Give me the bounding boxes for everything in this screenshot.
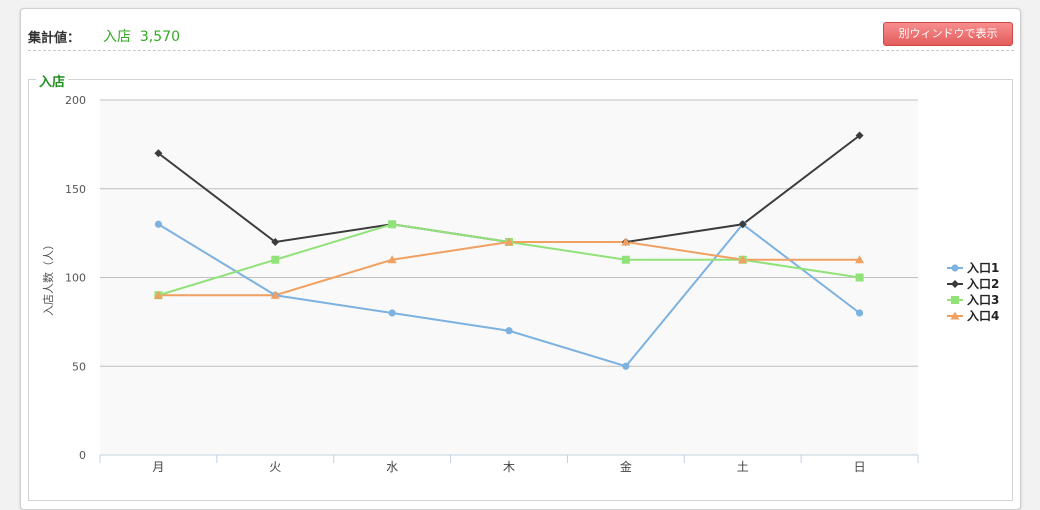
legend-marker [951, 296, 959, 304]
summary-bar: 集計値： 入店 3,570 [28, 24, 1014, 51]
x-tick-label: 木 [503, 460, 515, 474]
x-tick-label: 月 [152, 460, 164, 474]
series-1-point [154, 220, 163, 228]
series-3-point [855, 273, 864, 282]
series-4-point [270, 290, 280, 299]
series-2-point [855, 131, 864, 140]
x-tick-label: 日 [854, 460, 866, 474]
legend-marker [951, 280, 959, 288]
x-tick-label: 火 [269, 460, 281, 474]
legend-label: 入口2 [967, 277, 999, 291]
series-1-point [855, 309, 864, 317]
series-2-point [154, 149, 163, 158]
series-4-point [153, 290, 163, 299]
y-tick-label: 50 [72, 360, 86, 373]
y-tick-label: 150 [65, 183, 86, 196]
y-axis-label: 入店人数（人） [41, 239, 55, 316]
line-chart: 0 50 100 150 200 月 火 水 木 金 土 日 入店人数（人） 入口1 入口2 入口3 入口4 [41, 94, 999, 474]
series-3-point [621, 255, 630, 264]
summary-label: 集計値： [28, 31, 81, 46]
series-2-point [271, 238, 280, 246]
y-tick-label: 200 [65, 94, 86, 107]
series-3-point [388, 220, 397, 229]
legend-label: 入口4 [967, 309, 999, 323]
series-1-point [388, 309, 396, 317]
series-4-point [855, 255, 865, 264]
x-tick-label: 土 [737, 460, 749, 474]
x-tick-label: 金 [620, 459, 632, 474]
series-4-point [504, 237, 514, 246]
series-3-point [271, 255, 280, 264]
open-in-new-window-button[interactable]: 別ウィンドウで表示 [883, 22, 1013, 46]
series-4-point [621, 237, 631, 246]
legend-label: 入口1 [967, 261, 999, 275]
series-4-point [738, 255, 748, 264]
series-2-point [738, 220, 747, 229]
series-4-point [387, 255, 397, 264]
legend-marker [950, 311, 960, 320]
summary-value: 入店 3,570 [103, 29, 180, 45]
legend-marker [951, 264, 959, 272]
y-tick-label: 100 [65, 272, 86, 285]
x-tick-label: 水 [386, 460, 398, 474]
legend-label: 入口3 [967, 293, 999, 307]
chart-title: 入店 [36, 71, 69, 90]
y-tick-label: 0 [79, 449, 86, 462]
series-1-point [505, 327, 513, 335]
series-1-point [622, 362, 630, 370]
